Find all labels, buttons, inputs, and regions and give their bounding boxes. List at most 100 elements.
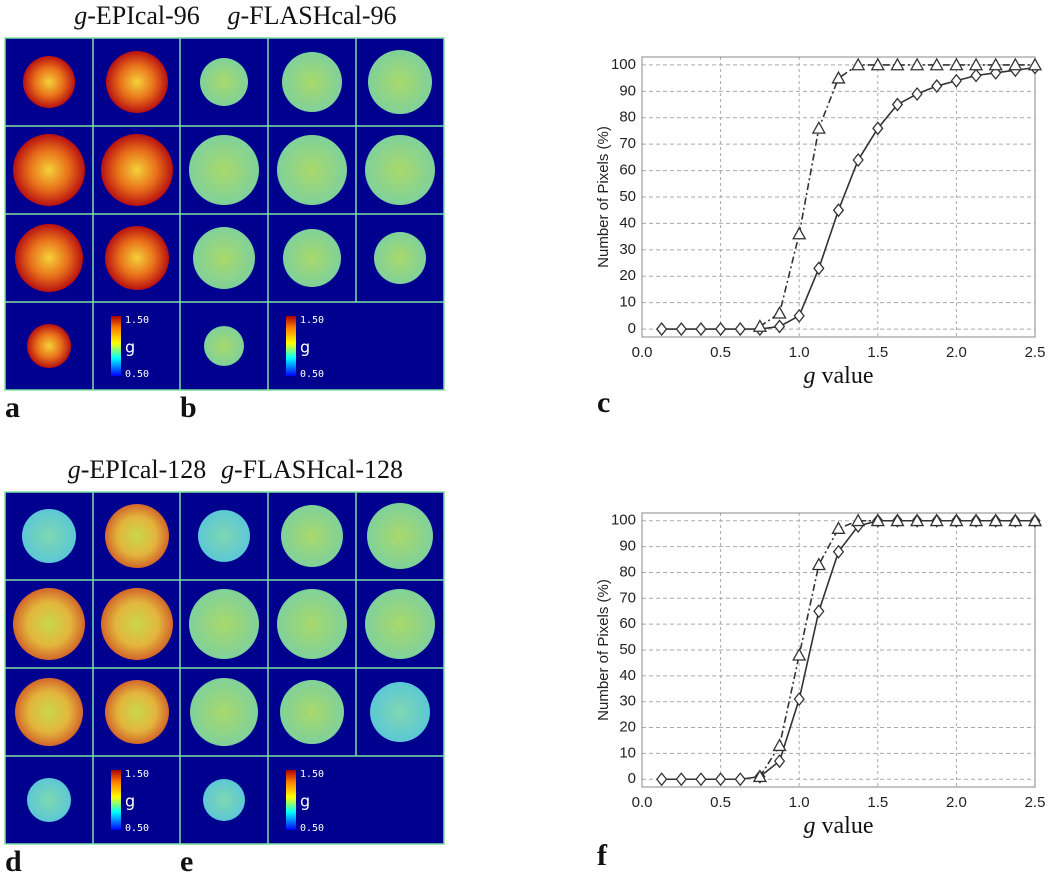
y-tick-label: 100 <box>611 512 636 529</box>
phantom-slice <box>281 505 343 567</box>
colorbar-max: 1.50 <box>300 315 324 326</box>
y-tick-label: 30 <box>619 241 636 258</box>
diamond-marker <box>793 308 805 323</box>
colorbar-min: 0.50 <box>300 369 324 380</box>
triangle-marker <box>968 513 984 527</box>
colorbar-label: g <box>300 792 310 811</box>
x-axis-label-text: value <box>816 363 874 389</box>
y-tick-label: 60 <box>619 615 636 632</box>
phantom-slice <box>13 134 85 206</box>
colorbar-max: 1.50 <box>125 769 149 780</box>
phantom-slice <box>365 135 435 205</box>
panel-title: g-EPIcal-128 <box>68 455 207 484</box>
colorbar <box>111 316 121 376</box>
phantom-slice <box>204 326 244 366</box>
diamond-marker <box>891 97 904 112</box>
y-tick-label: 60 <box>619 162 636 179</box>
phantom-slice <box>190 678 258 746</box>
phantom-slice <box>23 56 75 108</box>
colorbar-label: g <box>125 792 135 811</box>
panel-title-var: g <box>228 1 241 30</box>
y-tick-label: 90 <box>619 538 636 555</box>
triangle-marker <box>1027 57 1043 71</box>
triangle-marker <box>988 513 1003 527</box>
diamond-marker <box>931 79 943 94</box>
y-tick-label: 50 <box>619 188 636 205</box>
x-tick-label: 1.5 <box>867 794 888 811</box>
panel-title-text: -FLASHcal-128 <box>234 455 403 484</box>
triangle-marker <box>909 513 925 527</box>
diamond-marker <box>852 152 864 168</box>
phantom-slice <box>13 588 85 660</box>
triangle-marker <box>752 319 768 332</box>
colorbar-label: g <box>300 338 310 357</box>
triangle-marker <box>772 738 787 752</box>
y-tick-label: 50 <box>619 641 636 658</box>
phantom-slice <box>203 779 245 821</box>
diamond-marker <box>872 121 884 136</box>
diamond-marker <box>813 261 825 276</box>
diamond-marker <box>911 86 923 102</box>
diamond-marker <box>695 772 707 787</box>
y-tick-label: 40 <box>619 667 636 684</box>
colorbar <box>286 316 296 376</box>
x-tick-label: 2.0 <box>946 344 967 361</box>
x-tick-label: 2.5 <box>1025 794 1046 811</box>
y-tick-label: 70 <box>619 135 636 152</box>
phantom-slice <box>283 229 341 287</box>
phantom-slice <box>105 680 169 744</box>
phantom-slice <box>105 504 169 568</box>
series-line <box>759 64 1035 328</box>
x-tick-label: 1.0 <box>789 344 810 361</box>
y-tick-label: 80 <box>619 563 636 580</box>
panel-title-var: g <box>74 1 87 30</box>
triangle-marker <box>890 513 905 527</box>
triangle-marker <box>851 513 866 527</box>
phantom-slice <box>282 52 342 112</box>
panel-letter: a <box>5 391 20 424</box>
x-tick-label: 2.0 <box>946 794 967 811</box>
phantom-slice <box>15 678 83 746</box>
plot-frame <box>641 56 1036 338</box>
x-tick-label: 0.0 <box>632 794 653 811</box>
triangle-marker <box>752 769 768 783</box>
series-line <box>759 519 1035 778</box>
x-axis-label-text: value <box>816 813 874 839</box>
triangle-marker <box>811 557 826 571</box>
y-tick-label: 20 <box>619 719 636 736</box>
diamond-marker <box>734 322 746 337</box>
triangle-marker <box>909 57 925 71</box>
triangle-marker <box>811 120 826 134</box>
cell-frame <box>179 37 445 391</box>
y-tick-label: 10 <box>619 294 636 311</box>
x-tick-label: 1.5 <box>867 344 888 361</box>
y-tick-label: 0 <box>628 320 636 337</box>
triangle-marker <box>929 513 944 527</box>
y-axis-label: Number of Pixels (%) <box>595 579 612 721</box>
triangle-marker <box>949 57 964 71</box>
panel-title: g-EPIcal-96 <box>74 1 200 30</box>
triangle-marker <box>831 521 846 534</box>
colorbar-min: 0.50 <box>125 823 149 834</box>
cell-frame <box>179 491 445 845</box>
phantom-slice <box>368 50 432 114</box>
y-tick-label: 10 <box>619 744 636 761</box>
y-tick-label: 100 <box>611 56 636 73</box>
diamond-marker <box>773 754 786 769</box>
x-axis-label-var: g <box>804 813 816 839</box>
triangle-marker <box>870 513 885 527</box>
x-tick-label: 0.5 <box>710 344 731 361</box>
panel-title: g-FLASHcal-128 <box>221 455 403 484</box>
x-tick-label: 0.5 <box>710 794 731 811</box>
panel-letter: d <box>5 845 22 874</box>
colorbar-max: 1.50 <box>125 315 149 326</box>
x-tick-label: 1.0 <box>789 794 810 811</box>
panel-title: g-FLASHcal-96 <box>228 1 397 30</box>
phantom-slice <box>22 509 76 563</box>
panel-title-text: -EPIcal-96 <box>87 1 200 30</box>
triangle-marker <box>792 226 807 240</box>
colorbar <box>286 770 296 830</box>
panel-letter: b <box>180 391 197 424</box>
x-axis-label: g value <box>804 813 874 839</box>
colorbar-label: g <box>125 338 135 357</box>
